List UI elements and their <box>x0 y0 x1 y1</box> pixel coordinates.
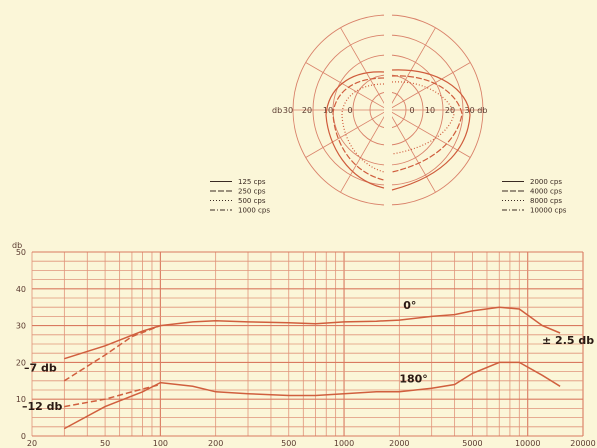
x-tick-label: 100 <box>153 439 168 448</box>
legend-label: 125 cps <box>238 178 266 186</box>
legend-label: 2000 cps <box>530 178 562 186</box>
legend-label: 500 cps <box>238 197 266 205</box>
annotation-minus-7db: –7 db <box>24 362 57 375</box>
series-line <box>63 324 161 382</box>
x-tick-label: 2000 <box>389 439 409 448</box>
polar-center-gap <box>384 13 392 207</box>
x-tick-label: 1000 <box>334 439 354 448</box>
x-tick-label: 20 <box>27 439 37 448</box>
series-line <box>63 361 561 430</box>
polar-ring-label: 30 <box>283 106 293 115</box>
polar-spoke <box>387 109 436 193</box>
polar-spoke <box>387 27 436 111</box>
legend-label: 10000 cps <box>530 207 567 215</box>
polar-curve-high <box>391 75 463 173</box>
polar-ring-label: 20 <box>302 106 312 115</box>
polar-ring-label: 0 <box>409 106 414 115</box>
polar-unit-label: db <box>272 106 282 115</box>
polar-spoke <box>305 62 389 111</box>
polar-pattern-diagram: 30 20 10 0 db 0 10 20 30 db <box>272 13 487 207</box>
annotation-180-deg: 180° <box>399 373 427 386</box>
x-tick-label: 10000 <box>515 439 540 448</box>
y-tick-label: 30 <box>16 322 26 331</box>
y-axis-label: db <box>12 241 22 250</box>
polar-spoke <box>387 109 471 158</box>
polar-curve-low <box>332 77 385 181</box>
polar-spoke <box>340 109 389 193</box>
annotation-plus-minus-2-5db: ± 2.5 db <box>542 334 594 347</box>
x-tick-label: 500 <box>281 439 296 448</box>
polar-ring-label: 10 <box>425 106 435 115</box>
polar-ring-label: 30 db <box>465 106 488 115</box>
polar-ring-label: 20 <box>445 106 455 115</box>
x-tick-label: 200 <box>208 439 223 448</box>
polar-spoke <box>305 109 389 158</box>
legend-label: 8000 cps <box>530 197 562 205</box>
legend-label: 4000 cps <box>530 188 562 196</box>
y-tick-label: 20 <box>16 358 26 367</box>
annotation-minus-12db: –12 db <box>22 400 63 413</box>
y-tick-label: 10 <box>16 395 26 404</box>
polar-ring-label: 0 <box>347 106 352 115</box>
x-tick-label: 5000 <box>462 439 482 448</box>
polar-curve-low <box>341 83 385 173</box>
y-tick-label: 40 <box>16 285 26 294</box>
polar-ring-label: 10 <box>323 106 333 115</box>
polar-spoke <box>340 27 389 111</box>
y-tick-label: 0 <box>21 432 26 441</box>
legend-label: 1000 cps <box>238 207 270 215</box>
y-tick-label: 50 <box>16 248 26 257</box>
annotation-0-deg: 0° <box>403 299 416 312</box>
legend-label: 250 cps <box>238 188 266 196</box>
series-line <box>64 306 561 360</box>
polar-curve-high <box>391 69 471 191</box>
x-tick-label: 20000 <box>570 439 595 448</box>
polar-curve-low <box>325 71 385 189</box>
polar-spoke <box>387 62 471 111</box>
x-tick-label: 50 <box>100 439 110 448</box>
series-line <box>64 383 161 408</box>
